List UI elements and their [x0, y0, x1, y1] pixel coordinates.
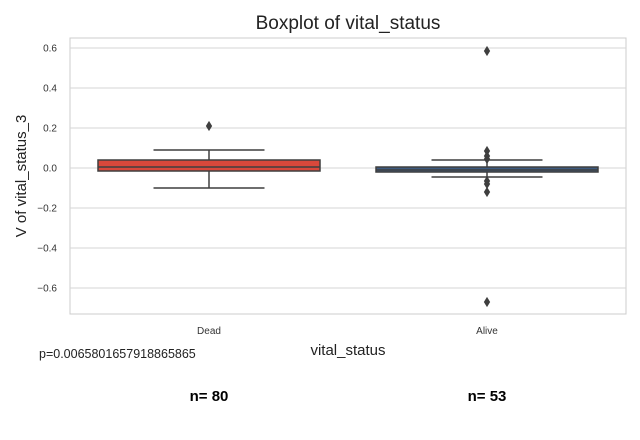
y-tick-label: 0.0	[43, 164, 57, 175]
outlier-point	[483, 178, 491, 190]
n-label-alive: n= 53	[467, 388, 507, 405]
plot-area	[69, 37, 627, 315]
y-tick-label: −0.4	[37, 244, 57, 255]
n-label-dead: n= 80	[189, 388, 229, 405]
outlier-point	[483, 186, 491, 198]
x-axis-label: vital_status	[310, 342, 385, 359]
outlier-point	[483, 296, 491, 308]
x-tick-label: Alive	[476, 326, 498, 337]
y-tick-label: 0.2	[43, 124, 57, 135]
p-value-annotation: p=0.0065801657918865865	[39, 347, 196, 361]
chart-title: Boxplot of vital_status	[256, 13, 441, 34]
y-tick-label: 0.4	[43, 84, 57, 95]
outlier-point	[483, 153, 491, 165]
y-tick-label: −0.6	[37, 284, 57, 295]
y-tick-labels: 0.6 0.4 0.2 0.0 −0.2 −0.4 −0.6	[37, 44, 57, 295]
y-axis-label: V of vital_status_3	[13, 115, 30, 238]
outlier-point	[483, 45, 491, 57]
boxes	[97, 45, 599, 308]
x-tick-labels: Dead Alive	[197, 326, 498, 337]
y-tick-label: −0.2	[37, 204, 57, 215]
box-dead	[97, 159, 321, 172]
outlier-point	[205, 120, 213, 132]
x-tick-label: Dead	[197, 326, 221, 337]
y-tick-label: 0.6	[43, 44, 57, 55]
